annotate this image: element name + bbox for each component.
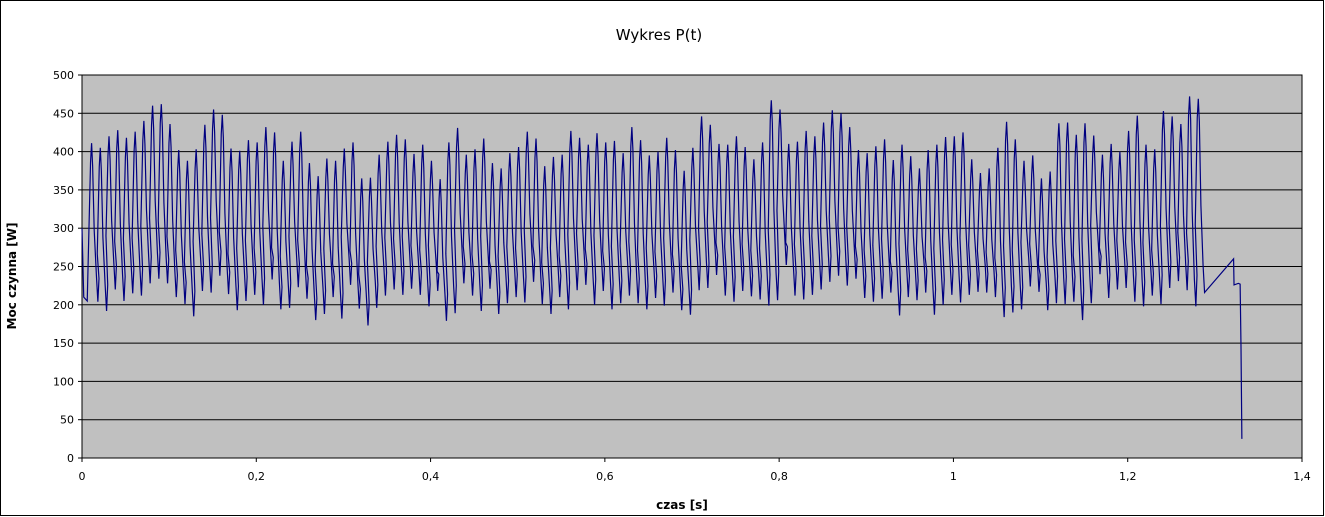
- y-axis-label: Moc czynna [W]: [5, 223, 19, 330]
- y-tick-label: 500: [53, 69, 74, 82]
- x-axis-label: czas [s]: [656, 498, 708, 512]
- y-tick-label: 0: [67, 452, 74, 465]
- x-tick-label: 0,8: [770, 470, 788, 483]
- x-tick-label: 1,4: [1293, 470, 1311, 483]
- y-tick-label: 400: [53, 146, 74, 159]
- x-tick-label: 0,4: [422, 470, 440, 483]
- chart-title: Wykres P(t): [616, 26, 702, 44]
- y-tick-label: 300: [53, 222, 74, 235]
- x-tick-label: 1,2: [1119, 470, 1137, 483]
- x-axis-ticks: 0 0,2 0,4 0,6 0,8 1 1,2 1,4: [79, 458, 1311, 483]
- y-tick-label: 200: [53, 299, 74, 312]
- y-tick-label: 350: [53, 184, 74, 197]
- y-tick-label: 100: [53, 375, 74, 388]
- series-line: [81, 96, 1243, 439]
- y-tick-label: 50: [60, 414, 74, 427]
- x-tick-label: 0: [79, 470, 86, 483]
- x-tick-label: 0,6: [596, 470, 614, 483]
- y-axis-ticks: 0 50 100 150 200 250 300 350 400 450 500: [53, 69, 82, 465]
- y-tick-label: 450: [53, 107, 74, 120]
- y-tick-label: 250: [53, 261, 74, 274]
- x-tick-label: 1: [950, 470, 957, 483]
- x-tick-label: 0,2: [248, 470, 266, 483]
- y-tick-label: 150: [53, 337, 74, 350]
